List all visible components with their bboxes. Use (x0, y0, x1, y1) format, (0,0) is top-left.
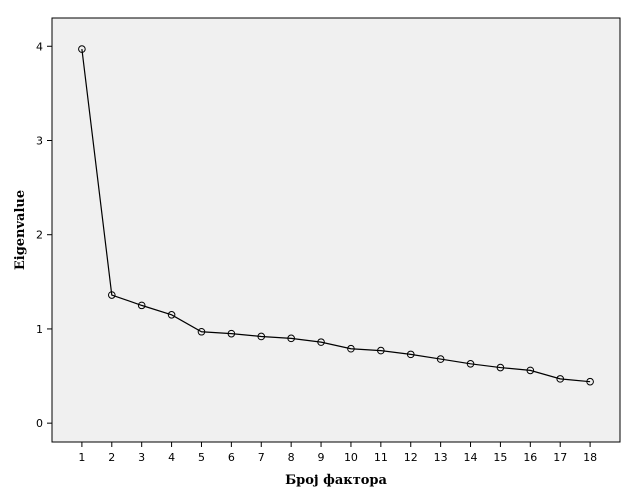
x-tick-label: 12 (404, 451, 418, 464)
x-tick-label: 15 (493, 451, 507, 464)
data-point (107, 291, 116, 299)
x-tick-label: 17 (553, 451, 567, 464)
data-point (257, 332, 266, 341)
data-point (78, 45, 86, 53)
data-point (227, 329, 236, 338)
y-axis: 0 1 2 3 4 (36, 40, 52, 430)
x-tick-label: 11 (374, 451, 388, 464)
data-point (317, 338, 325, 346)
data-point (436, 355, 445, 363)
x-tick-label: 3 (138, 451, 145, 464)
x-tick-label: 6 (228, 451, 235, 464)
data-point (556, 375, 565, 383)
series-layer (78, 45, 594, 386)
x-tick-label: 2 (108, 451, 115, 464)
y-tick-label: 3 (36, 134, 43, 147)
plot-area (51, 17, 621, 443)
x-tick-label: 1 (78, 451, 85, 464)
data-point (137, 301, 146, 310)
x-tick-label: 16 (523, 451, 537, 464)
data-point (287, 334, 295, 343)
y-tick-label: 0 (36, 417, 43, 430)
x-tick-label: 13 (434, 451, 448, 464)
data-point (347, 344, 355, 353)
y-axis-title: Eigenvalue (13, 190, 28, 270)
x-axis-title: Број фактора (285, 473, 387, 488)
y-tick-label: 2 (36, 229, 43, 242)
data-point (167, 311, 176, 319)
y-tick-label: 1 (36, 323, 43, 336)
data-point (406, 350, 415, 359)
y-tick-label: 4 (36, 40, 43, 53)
data-point (377, 346, 385, 355)
x-tick-label: 14 (464, 451, 478, 464)
x-tick-label: 18 (583, 451, 597, 464)
x-axis: 1 2 3 4 5 6 7 8 9 10 11 12 13 14 15 16 17 18 (78, 442, 597, 464)
x-tick-label: 8 (288, 451, 295, 464)
x-tick-label: 7 (258, 451, 265, 464)
x-tick-label: 10 (344, 451, 358, 464)
data-point (526, 366, 535, 375)
data-point (466, 359, 475, 368)
series-line (81, 49, 591, 383)
x-tick-label: 4 (168, 451, 175, 464)
data-point (197, 327, 206, 336)
data-point (496, 363, 505, 372)
x-tick-label: 5 (198, 451, 205, 464)
data-point (586, 377, 594, 386)
x-tick-label: 9 (318, 451, 325, 464)
